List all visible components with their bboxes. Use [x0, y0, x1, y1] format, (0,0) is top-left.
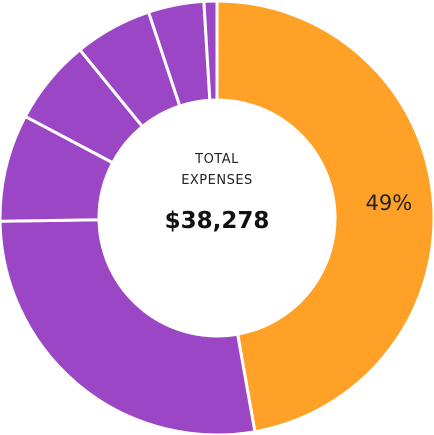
donut-slice-2 — [0, 218, 257, 435]
slice-label-1: 49% — [365, 191, 412, 215]
center-label-line-2: EXPENSES — [181, 173, 253, 188]
center-total-value: $38,278 — [165, 208, 270, 234]
donut-slice-1 — [215, 0, 434, 434]
slice-labels: 49% — [365, 191, 412, 215]
donut-slice-7 — [202, 0, 219, 102]
center-label-line-1: TOTAL — [194, 152, 239, 167]
